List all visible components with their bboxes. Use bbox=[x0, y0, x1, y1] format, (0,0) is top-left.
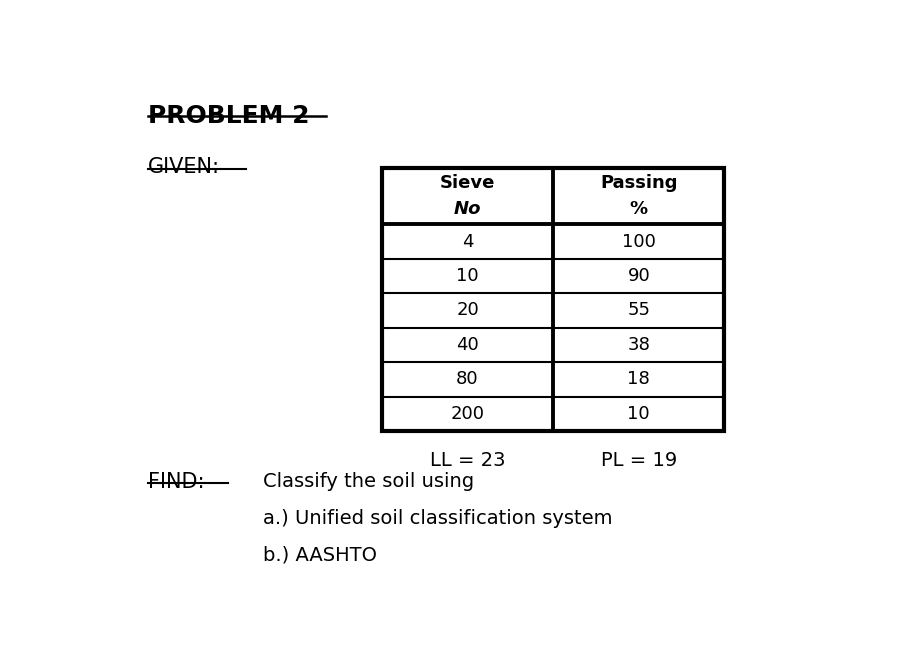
Text: a.) Unified soil classification system: a.) Unified soil classification system bbox=[263, 509, 612, 528]
Text: Passing: Passing bbox=[600, 174, 677, 192]
Text: 10: 10 bbox=[628, 405, 650, 423]
Text: GIVEN:: GIVEN: bbox=[148, 157, 220, 178]
Text: Classify the soil using: Classify the soil using bbox=[263, 472, 474, 491]
Text: 100: 100 bbox=[621, 232, 656, 251]
Text: 18: 18 bbox=[628, 370, 650, 388]
Text: 90: 90 bbox=[628, 267, 650, 285]
Text: 55: 55 bbox=[627, 301, 650, 319]
Text: 80: 80 bbox=[456, 370, 479, 388]
Text: 20: 20 bbox=[456, 301, 479, 319]
Text: %: % bbox=[630, 199, 648, 218]
Text: FIND:: FIND: bbox=[148, 472, 204, 492]
Text: 200: 200 bbox=[450, 405, 484, 423]
Text: Sieve: Sieve bbox=[440, 174, 495, 192]
Text: 10: 10 bbox=[456, 267, 479, 285]
Text: PROBLEM 2: PROBLEM 2 bbox=[148, 105, 309, 128]
Text: 40: 40 bbox=[456, 336, 479, 354]
Text: PL = 19: PL = 19 bbox=[601, 451, 676, 470]
Text: b.) AASHTO: b.) AASHTO bbox=[263, 545, 377, 565]
Text: 38: 38 bbox=[628, 336, 650, 354]
Text: LL = 23: LL = 23 bbox=[429, 451, 505, 470]
Text: No: No bbox=[454, 199, 482, 218]
Bar bbox=[382, 168, 724, 431]
Text: 4: 4 bbox=[462, 232, 474, 251]
